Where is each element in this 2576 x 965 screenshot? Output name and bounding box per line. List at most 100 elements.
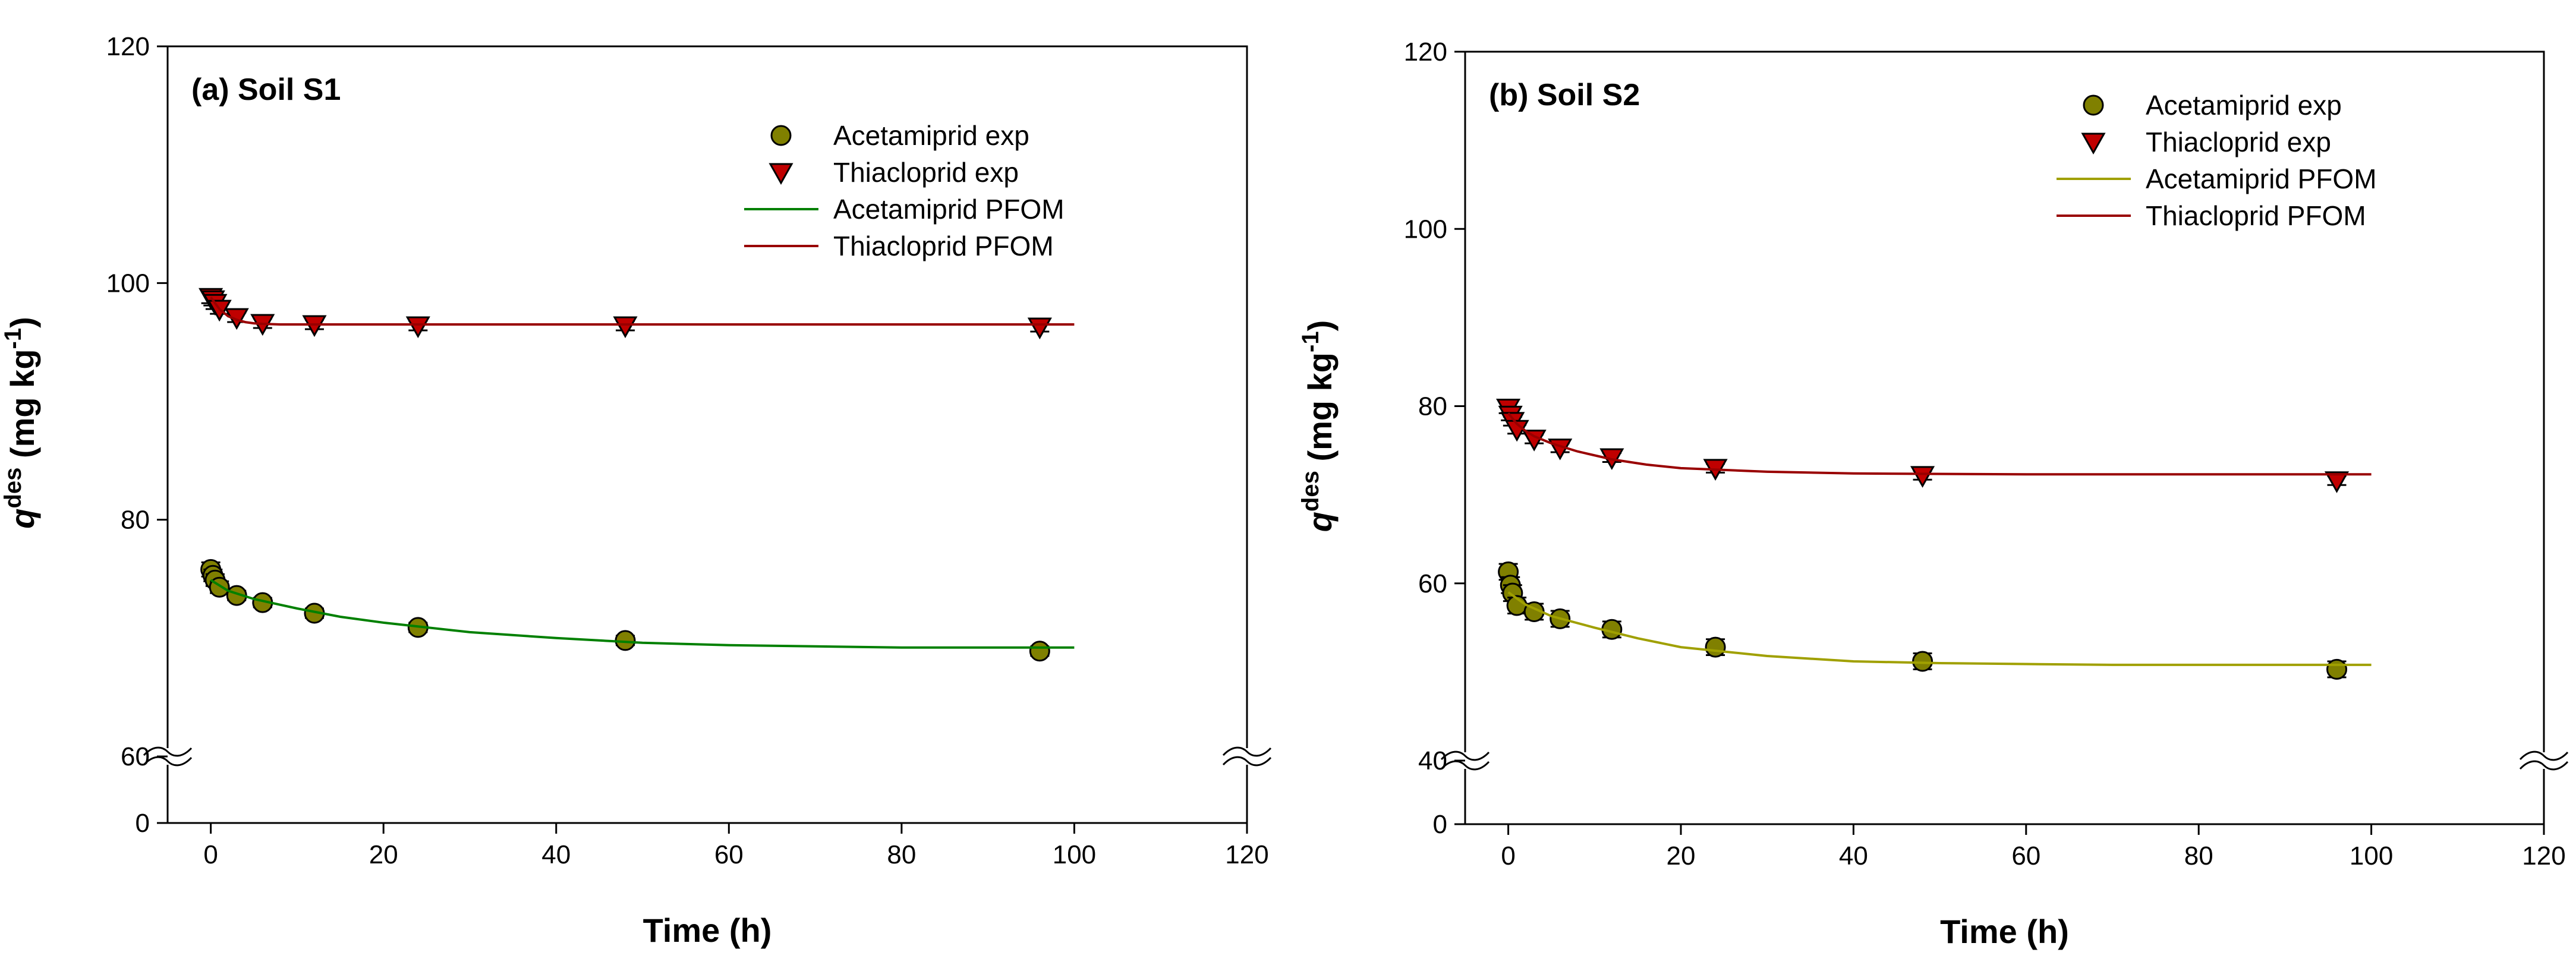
legend-item: Thiacloprid exp bbox=[769, 157, 1019, 188]
panel-title: (b) Soil S2 bbox=[1489, 78, 1640, 112]
y-axis-title-ylabel-close: ) bbox=[1301, 320, 1339, 332]
plot-frame bbox=[166, 45, 1248, 824]
legend-item: Acetamiprid PFOM bbox=[744, 194, 1065, 225]
y-tick-label: 120 bbox=[1404, 37, 1447, 67]
series-thiacloprid-pfom bbox=[209, 297, 1075, 326]
y-tick-label: 0 bbox=[136, 809, 150, 838]
y-tick-label: 60 bbox=[1418, 569, 1447, 598]
axis-break-right-wave-1 bbox=[1222, 756, 1272, 767]
y-axis-title-ylabel-unit: (mg kg bbox=[1301, 352, 1339, 471]
axis-break-right-wave-0 bbox=[1222, 746, 1272, 757]
y-axis-title-ylabel-sup: des bbox=[1298, 471, 1324, 512]
y-axis-title-ylabel-sup: des bbox=[0, 468, 26, 509]
x-tick-label: 100 bbox=[2350, 841, 2393, 871]
data-point bbox=[1504, 420, 1529, 442]
legend-item: Acetamiprid exp bbox=[770, 120, 1029, 151]
x-tick-label: 20 bbox=[369, 840, 398, 869]
data-point bbox=[1029, 641, 1050, 662]
y-tick-label: 80 bbox=[1418, 392, 1447, 421]
y-tick-label: 80 bbox=[121, 506, 150, 535]
axis-break-left-wave-0 bbox=[143, 746, 193, 757]
data-point bbox=[613, 316, 638, 339]
legend-swatch-circle bbox=[2083, 94, 2104, 116]
legend-label: Acetamiprid exp bbox=[2146, 90, 2342, 121]
panel-soil-s1: 0 20 40 60 80 100 120 0 60 80 100 120 Time (h) qdes (… bbox=[0, 32, 1272, 949]
y-axis-title-ylabel-main: q bbox=[4, 509, 41, 529]
axis-break-left-wave-0 bbox=[1440, 750, 1490, 761]
x-axis-title: Time (h) bbox=[1940, 913, 2069, 950]
data-point bbox=[1910, 466, 1935, 488]
legend-label: Thiacloprid exp bbox=[2146, 127, 2331, 157]
legend-item: Thiacloprid exp bbox=[2081, 127, 2331, 157]
axis-break-left-wave-1 bbox=[1440, 760, 1490, 771]
y-axis-title-ylabel-main: q bbox=[1301, 512, 1339, 532]
legend-item: Acetamiprid PFOM bbox=[2057, 163, 2377, 194]
legend: Acetamiprid exp Thiacloprid exp Acetamipri… bbox=[2057, 90, 2377, 231]
legend-label: Acetamiprid exp bbox=[833, 120, 1029, 151]
legend-label: Thiacloprid PFOM bbox=[2146, 200, 2366, 231]
data-point bbox=[1522, 430, 1547, 452]
legend-label: Acetamiprid PFOM bbox=[2146, 163, 2377, 194]
data-point bbox=[1912, 651, 1933, 672]
legend-label: Thiacloprid PFOM bbox=[833, 231, 1054, 261]
legend-label: Acetamiprid PFOM bbox=[833, 194, 1065, 225]
legend: Acetamiprid exp Thiacloprid exp Acetamipri… bbox=[744, 120, 1065, 261]
legend-item: Thiacloprid PFOM bbox=[2057, 200, 2366, 231]
axis-break-right-wave-0 bbox=[2519, 750, 2569, 761]
fit-line bbox=[1507, 591, 2372, 666]
data-point bbox=[405, 316, 430, 339]
data-point bbox=[302, 315, 327, 338]
y-tick-label: 120 bbox=[106, 32, 150, 61]
y-axis-title: qdes (mg kg-1) bbox=[0, 317, 41, 529]
series-acetamiprid-exp bbox=[200, 559, 1050, 662]
x-tick-label: 120 bbox=[2522, 841, 2565, 871]
legend-swatch-circle bbox=[770, 125, 792, 146]
series-acetamiprid-exp bbox=[1498, 561, 2348, 680]
y-axis-title-ylabel-unit-sup: -1 bbox=[0, 328, 26, 349]
legend-item: Thiacloprid PFOM bbox=[744, 231, 1054, 261]
legend-item: Acetamiprid exp bbox=[2083, 90, 2342, 121]
x-tick-label: 80 bbox=[2184, 841, 2213, 871]
axis-break-left bbox=[1440, 750, 1490, 771]
series-acetamiprid-pfom bbox=[1507, 591, 2372, 666]
plot-frame bbox=[1464, 51, 2545, 825]
legend-swatch-triangle bbox=[2081, 133, 2106, 155]
data-point bbox=[2326, 658, 2348, 680]
x-tick-label: 120 bbox=[1225, 840, 1268, 869]
series-thiacloprid-pfom bbox=[1507, 412, 2372, 476]
x-tick-label: 60 bbox=[2011, 841, 2040, 871]
axis-break-right bbox=[1222, 746, 1272, 767]
y-axis-title: qdes (mg kg-1) bbox=[1298, 320, 1339, 532]
y-tick-label: 40 bbox=[1418, 746, 1447, 775]
axis-break-left-wave-1 bbox=[143, 756, 193, 767]
x-tick-label: 40 bbox=[1839, 841, 1868, 871]
series-thiacloprid-exp bbox=[1496, 398, 2350, 493]
x-tick-label: 80 bbox=[887, 840, 916, 869]
axis-break-right-wave-1 bbox=[2519, 760, 2569, 771]
y-axis-title-ylabel-unit-sup: -1 bbox=[1298, 331, 1324, 352]
x-tick-label: 0 bbox=[1501, 841, 1515, 871]
panel-title: (a) Soil S1 bbox=[191, 72, 341, 107]
y-tick-label: 100 bbox=[1404, 215, 1447, 244]
series-acetamiprid-pfom bbox=[210, 579, 1075, 649]
x-tick-label: 100 bbox=[1053, 840, 1096, 869]
x-tick-label: 0 bbox=[203, 840, 218, 869]
y-tick-label: 60 bbox=[121, 742, 150, 771]
x-tick-label: 20 bbox=[1667, 841, 1696, 871]
x-axis-title: Time (h) bbox=[643, 912, 772, 949]
y-axis-title-ylabel-unit: (mg kg bbox=[4, 349, 41, 467]
fit-line bbox=[210, 579, 1075, 649]
legend-swatch-triangle bbox=[769, 163, 793, 185]
y-tick-label: 0 bbox=[1433, 810, 1447, 839]
data-point bbox=[2324, 471, 2350, 493]
fit-line bbox=[1507, 412, 2372, 476]
data-point bbox=[1705, 636, 1726, 658]
axis-break-left bbox=[143, 746, 193, 767]
y-tick-label: 100 bbox=[106, 269, 150, 298]
series-thiacloprid-exp bbox=[199, 288, 1052, 340]
y-axis-title-ylabel-close: ) bbox=[4, 317, 41, 328]
data-point bbox=[1027, 317, 1052, 340]
panel-soil-s2: 0 20 40 60 80 100 120 0 40 60 80 100 120 Time (h) qdes… bbox=[1298, 37, 2569, 950]
fit-line bbox=[209, 297, 1075, 326]
